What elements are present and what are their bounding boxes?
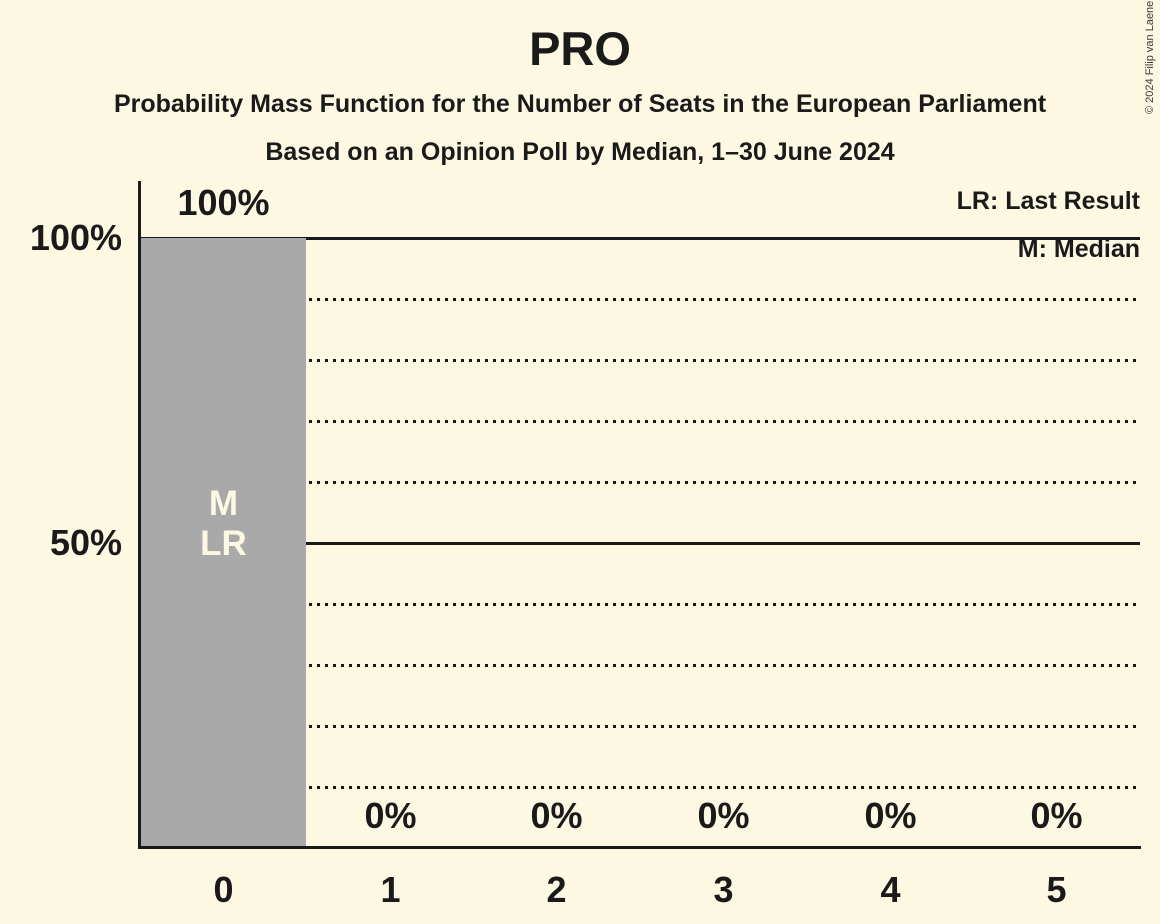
bar-seats-0 bbox=[141, 238, 306, 848]
gridline-90pct bbox=[141, 298, 1140, 301]
gridline-100pct bbox=[141, 237, 1140, 240]
bar-value-label-1: 0% bbox=[364, 795, 417, 836]
bar-value-label-5: 0% bbox=[1030, 795, 1083, 836]
x-axis-label-5: 5 bbox=[1046, 869, 1067, 910]
gridline-20pct bbox=[141, 725, 1140, 728]
x-axis-label-0: 0 bbox=[213, 869, 234, 910]
y-axis-line bbox=[138, 181, 141, 849]
x-axis-line bbox=[138, 846, 1141, 849]
y-axis-label-100: 100% bbox=[29, 217, 122, 258]
plot-area bbox=[140, 181, 1140, 848]
bar-value-label-0: 100% bbox=[177, 182, 270, 223]
x-axis-label-2: 2 bbox=[546, 869, 567, 910]
gridline-80pct bbox=[141, 359, 1140, 362]
legend-last-result: LR: Last Result bbox=[956, 187, 1140, 215]
last-result-marker: LR bbox=[200, 524, 247, 563]
x-axis-label-1: 1 bbox=[380, 869, 401, 910]
bar-value-label-4: 0% bbox=[864, 795, 917, 836]
median-marker: M bbox=[208, 484, 239, 523]
chart-subtitle: Probability Mass Function for the Number… bbox=[113, 90, 1047, 118]
gridline-40pct bbox=[141, 603, 1140, 606]
gridline-60pct bbox=[141, 481, 1140, 484]
chart-title: PRO bbox=[529, 22, 631, 75]
bar-value-label-3: 0% bbox=[697, 795, 750, 836]
copyright-notice: © 2024 Filip van Laenen bbox=[1144, 0, 1156, 114]
x-axis-label-3: 3 bbox=[713, 869, 734, 910]
bar-annotation-median-lastresult: M LR bbox=[140, 484, 307, 564]
gridline-30pct bbox=[141, 664, 1140, 667]
x-axis-label-4: 4 bbox=[880, 869, 901, 910]
legend-median: M: Median bbox=[1017, 235, 1140, 263]
chart-subtitle-poll: Based on an Opinion Poll by Median, 1–30… bbox=[265, 138, 895, 166]
bar-value-label-2: 0% bbox=[530, 795, 583, 836]
gridline-70pct bbox=[141, 420, 1140, 423]
gridline-50pct bbox=[141, 542, 1140, 545]
gridline-10pct bbox=[141, 786, 1140, 789]
y-axis-label-50: 50% bbox=[49, 522, 122, 563]
